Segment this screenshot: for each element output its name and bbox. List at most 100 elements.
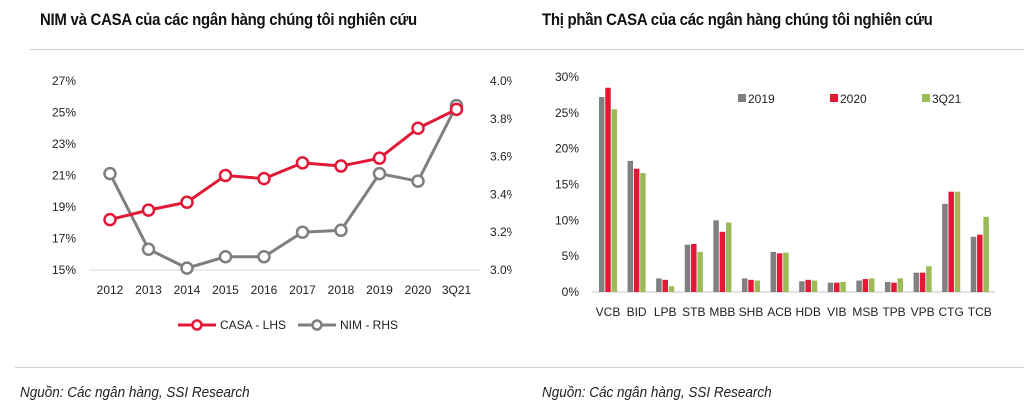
x-tick-label: MBB: [709, 305, 735, 319]
bar-3q21: [926, 266, 932, 292]
data-point-casa: [103, 212, 117, 227]
bar-2019: [627, 160, 634, 292]
bar-2019: [856, 280, 862, 292]
data-point-casa: [218, 168, 233, 183]
bar-3q21: [754, 280, 761, 292]
x-tick-label: TPB: [882, 305, 905, 319]
x-tick-label: 2012: [97, 283, 124, 297]
legend-label: CASA - LHS: [220, 318, 286, 332]
x-tick-label: CTG: [939, 305, 964, 319]
data-point-casa: [449, 102, 464, 117]
bar-2020: [719, 231, 726, 292]
data-point-nim: [334, 223, 348, 238]
bar-2020: [805, 279, 811, 292]
bar-2019: [598, 97, 605, 292]
source-note: Nguồn: Các ngân hàng, SSI Research: [20, 384, 250, 401]
y-right-tick-label: 3.6%: [490, 150, 512, 164]
data-point-nim: [411, 174, 425, 188]
data-point-nim: [372, 166, 387, 181]
y-right-tick-label: 4.0%: [490, 74, 512, 88]
bar-3q21: [983, 216, 989, 292]
legend-marker: [311, 319, 323, 331]
data-point-nim: [141, 242, 156, 256]
series-line-casa: [109, 108, 458, 222]
x-tick-label: VIB: [827, 305, 846, 319]
x-tick-label: 2019: [366, 283, 393, 297]
legend-label: 2020: [840, 92, 867, 106]
y-left-tick-label: 17%: [52, 232, 76, 246]
legend-swatch: [738, 94, 746, 102]
bar-2019: [799, 281, 805, 292]
bar-3q21: [668, 286, 675, 292]
bar-2020: [691, 243, 697, 292]
y-right-tick-label: 3.0%: [490, 263, 512, 277]
bar-2019: [770, 251, 777, 292]
right-panel: Thị phần CASA của các ngân hàng chúng tô…: [512, 0, 1024, 416]
x-tick-label: LPB: [654, 305, 677, 319]
data-point-casa: [334, 159, 348, 173]
y-left-tick-label: 15%: [52, 263, 76, 277]
bar-2020: [776, 253, 783, 292]
y-right-tick-label: 3.8%: [490, 112, 512, 126]
y-left-tick-label: 21%: [52, 169, 76, 183]
y-tick-label: 20%: [555, 142, 579, 156]
bar-chart-title: Thị phần CASA của các ngân hàng chúng tô…: [542, 10, 933, 29]
x-tick-label: 2013: [135, 283, 162, 297]
y-right-tick-label: 3.4%: [490, 187, 512, 201]
bar-2020: [977, 234, 983, 292]
series-line-nim: [108, 104, 458, 270]
x-tick-label: 2018: [328, 283, 355, 297]
data-point-casa: [257, 171, 271, 186]
bar-3q21: [640, 173, 646, 292]
data-point-nim: [180, 261, 194, 275]
bar-2019: [741, 278, 748, 292]
y-tick-label: 0%: [562, 285, 580, 299]
bar-2019: [942, 203, 948, 292]
x-tick-label: 2014: [174, 283, 201, 297]
y-right-tick-label: 3.2%: [490, 225, 512, 239]
data-point-casa: [180, 195, 194, 210]
x-tick-label: VCB: [596, 305, 621, 319]
y-tick-label: 15%: [555, 178, 579, 192]
x-tick-label: 2017: [289, 283, 316, 297]
y-left-tick-label: 23%: [52, 137, 76, 151]
bar-2020: [948, 191, 954, 292]
bar-2019: [827, 282, 834, 292]
y-tick-label: 25%: [555, 106, 579, 120]
bar-2020: [605, 87, 611, 292]
bar-2020: [862, 279, 869, 292]
data-point-nim: [295, 225, 310, 239]
data-point-casa: [411, 121, 425, 135]
bar-2019: [913, 272, 920, 292]
bar-3q21: [897, 278, 904, 292]
bar-3q21: [783, 252, 789, 292]
bar-2020: [834, 282, 840, 292]
data-point-casa: [141, 203, 156, 217]
bar-2019: [684, 244, 691, 292]
bar-2019: [884, 281, 891, 292]
bar-3q21: [954, 191, 961, 292]
legend-swatch: [830, 94, 838, 102]
source-divider: [15, 367, 512, 368]
x-tick-label: BID: [627, 305, 647, 319]
x-tick-label: 2015: [212, 283, 239, 297]
data-point-nim: [218, 250, 233, 264]
bar-2019: [656, 278, 662, 292]
source-divider: [512, 367, 1024, 368]
data-point-casa: [372, 151, 387, 165]
bar-2020: [891, 282, 897, 292]
x-tick-label: HDB: [796, 305, 821, 319]
bar-2020: [919, 272, 926, 292]
left-panel: NIM và CASA của các ngân hàng chúng tôi …: [15, 10, 512, 401]
legend-marker: [191, 319, 203, 331]
legend-label: 2019: [748, 92, 775, 106]
source-note: Nguồn: Các ngân hàng, SSI Research: [542, 384, 772, 401]
bar-3q21: [697, 251, 703, 292]
y-tick-label: 5%: [562, 249, 580, 263]
line-chart: 15% 17% 19% 21% 23% 25% 27% 3.0% 3.2% 3.4% 3.6% 3.8…: [52, 74, 512, 332]
title-divider: [30, 49, 512, 50]
bar-2019: [970, 236, 977, 292]
x-tick-label: MSB: [852, 305, 878, 319]
data-point-casa: [295, 156, 310, 170]
bar-2020: [662, 279, 668, 292]
